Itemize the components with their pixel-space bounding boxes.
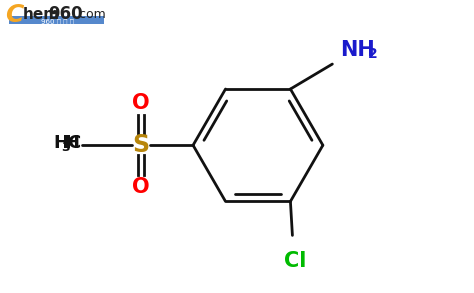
- Text: O: O: [132, 177, 150, 197]
- Text: Cl: Cl: [284, 251, 307, 271]
- Text: O: O: [132, 93, 150, 113]
- Text: C: C: [5, 4, 24, 28]
- Text: 960: 960: [48, 6, 83, 23]
- Text: NH: NH: [340, 40, 375, 60]
- FancyBboxPatch shape: [9, 16, 104, 24]
- Text: 3: 3: [61, 141, 70, 154]
- Text: S: S: [133, 133, 150, 157]
- Text: H: H: [64, 134, 79, 152]
- Text: .com: .com: [75, 8, 106, 21]
- Text: 2: 2: [368, 47, 378, 61]
- Text: H: H: [53, 134, 68, 152]
- Text: C: C: [67, 134, 81, 152]
- Text: 960 化 工 网: 960 化 工 网: [41, 18, 74, 25]
- Text: hem: hem: [22, 7, 59, 22]
